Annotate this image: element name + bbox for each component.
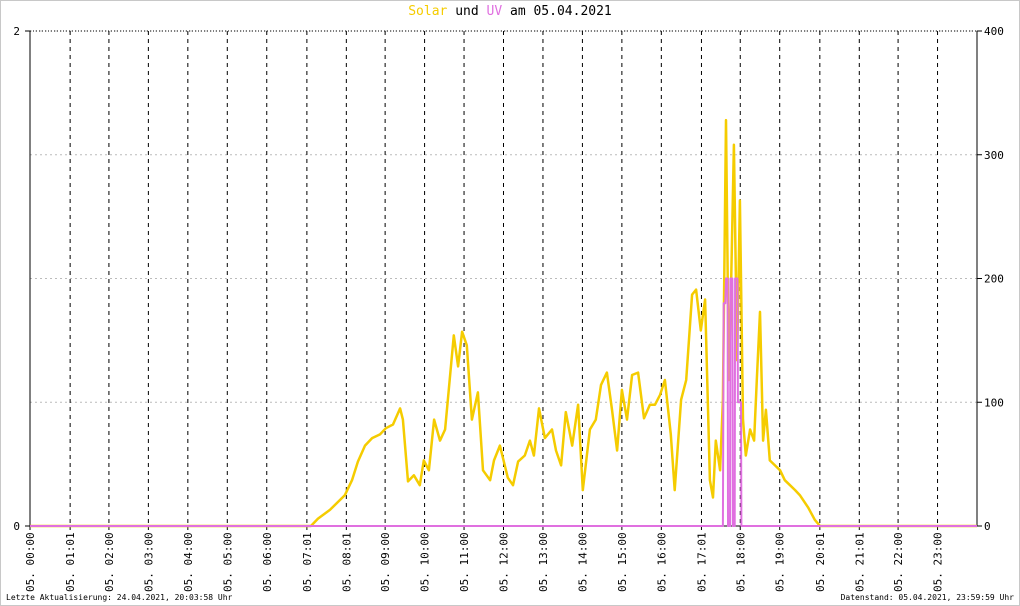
y2-tick-label: 200 [984, 273, 1004, 286]
series-line [30, 118, 977, 528]
title-part: am 05.04.2021 [510, 4, 612, 19]
x-tick-label: 05. 10:00 [419, 532, 432, 592]
x-tick-label: 05. 03:00 [142, 532, 155, 592]
footer-left: Letzte Aktualisierung: 24.04.2021, 20:03… [6, 593, 233, 602]
legend-uv: UV [487, 4, 503, 19]
x-tick-label: 05. 20:01 [814, 532, 827, 592]
x-tick-label: 05. 15:00 [616, 532, 629, 592]
x-tick-label: 05. 14:00 [576, 532, 589, 592]
y2-tick-label: 400 [984, 25, 1004, 38]
x-tick-label: 05. 05:00 [221, 532, 234, 592]
x-tick-label: 05. 09:00 [379, 532, 392, 592]
y-tick-label: 0 [13, 520, 20, 533]
x-tick-label: 05. 08:01 [340, 532, 353, 592]
x-tick-label: 05. 11:00 [458, 532, 471, 592]
x-tick-label: 05. 13:00 [537, 532, 550, 592]
x-tick-label: 05. 22:00 [892, 532, 905, 592]
title-part: und [455, 4, 478, 19]
y2-tick-label: 300 [984, 149, 1004, 162]
x-tick-label: 05. 00:00 [24, 532, 37, 592]
legend-solar: Solar [408, 4, 447, 19]
x-tick-label: 05. 19:00 [774, 532, 787, 592]
x-tick-label: 05. 04:00 [182, 532, 195, 592]
y-tick-label: 2 [13, 25, 20, 38]
x-tick-label: 05. 12:00 [498, 532, 511, 592]
series-line [30, 277, 977, 527]
x-tick-label: 05. 02:00 [103, 532, 116, 592]
x-tick-label: 05. 01:01 [64, 532, 77, 592]
x-tick-label: 05. 06:00 [261, 532, 274, 592]
chart-title: Solar und UV am 05.04.2021 [408, 4, 612, 19]
footer-right: Datenstand: 05.04.2021, 23:59:59 Uhr [841, 593, 1015, 602]
y2-tick-label: 100 [984, 396, 1004, 409]
x-tick-label: 05. 21:01 [853, 532, 866, 592]
x-tick-label: 05. 17:01 [695, 532, 708, 592]
y2-tick-label: 0 [984, 520, 991, 533]
x-tick-label: 05. 16:00 [655, 532, 668, 592]
x-tick-label: 05. 23:00 [932, 532, 945, 592]
x-tick-label: 05. 18:00 [734, 532, 747, 592]
x-tick-label: 05. 07:01 [301, 532, 314, 592]
